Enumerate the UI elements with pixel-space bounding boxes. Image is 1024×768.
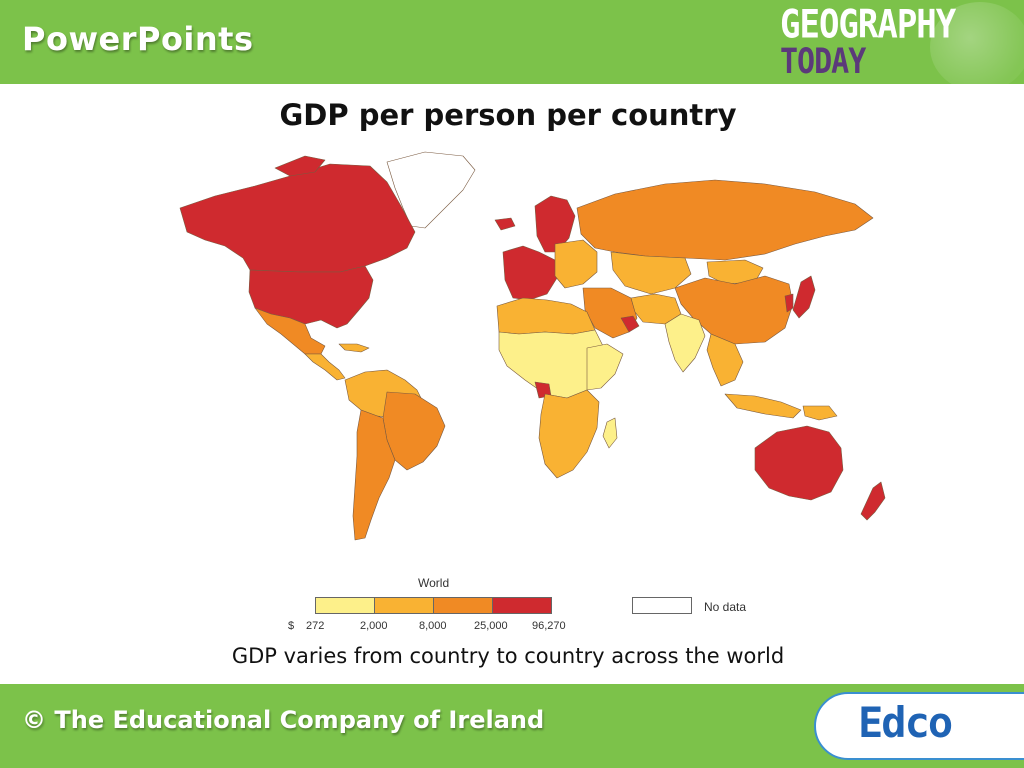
- region-arctic-islands: [274, 155, 326, 177]
- region-papua: [802, 405, 838, 421]
- map-legend: World $ 272 2,000 8,000 25,000 96,270 No…: [286, 574, 766, 634]
- region-north-africa: [496, 297, 596, 335]
- legend-swatch: [492, 597, 552, 614]
- legend-tick: 2,000: [360, 620, 388, 632]
- world-map: [179, 151, 886, 541]
- region-canada: [179, 163, 416, 273]
- legend-currency: $: [288, 620, 295, 632]
- region-mexico: [254, 307, 326, 355]
- slide-title: GDP per person per country: [279, 98, 737, 132]
- legend-tick: 8,000: [419, 620, 447, 632]
- legend-title: World: [418, 576, 450, 590]
- legend-no-data-swatch: [632, 597, 692, 614]
- legend-swatch: [315, 597, 375, 614]
- legend-tick: 25,000: [474, 620, 508, 632]
- slide-caption: GDP varies from country to country acros…: [231, 644, 785, 668]
- region-indonesia: [724, 393, 802, 419]
- region-scandinavia: [534, 195, 576, 253]
- logo-word-today: TODAY: [780, 42, 866, 83]
- region-south-america-south: [352, 409, 396, 541]
- region-new-zealand: [860, 481, 886, 521]
- copyright-text: © The Educational Company of Ireland: [22, 706, 545, 734]
- region-western-europe: [502, 245, 558, 301]
- header-band: PowerPoints GEOGRAPHY TODAY: [0, 0, 1024, 92]
- footer-band: © The Educational Company of Ireland Edc…: [0, 684, 1024, 768]
- region-japan: [792, 275, 816, 319]
- region-russia: [576, 179, 874, 261]
- region-greenland: [386, 151, 476, 229]
- edco-logo-text: Edco: [858, 698, 953, 747]
- region-australia: [754, 425, 844, 501]
- geography-today-logo: GEOGRAPHY TODAY: [780, 2, 1024, 92]
- region-korea: [784, 293, 794, 313]
- legend-tick: 96,270: [532, 620, 566, 632]
- brand-title: PowerPoints: [22, 20, 254, 58]
- region-east-africa: [586, 343, 624, 391]
- region-india: [664, 313, 706, 373]
- region-gulf-states: [620, 315, 640, 333]
- legend-swatch: [374, 597, 434, 614]
- region-southern-africa: [538, 389, 600, 479]
- region-iceland: [494, 217, 516, 231]
- legend-tick: 272: [306, 620, 325, 632]
- logo-word-geography: GEOGRAPHY: [780, 2, 956, 48]
- region-southeast-asia: [706, 333, 744, 387]
- region-madagascar: [602, 417, 618, 449]
- region-caribbean: [338, 343, 370, 353]
- edco-logo: Edco: [814, 692, 1024, 760]
- legend-swatch: [433, 597, 493, 614]
- region-central-america: [304, 353, 346, 381]
- region-eastern-europe: [554, 239, 598, 289]
- legend-no-data-label: No data: [704, 600, 747, 614]
- globe-icon: [930, 2, 1024, 92]
